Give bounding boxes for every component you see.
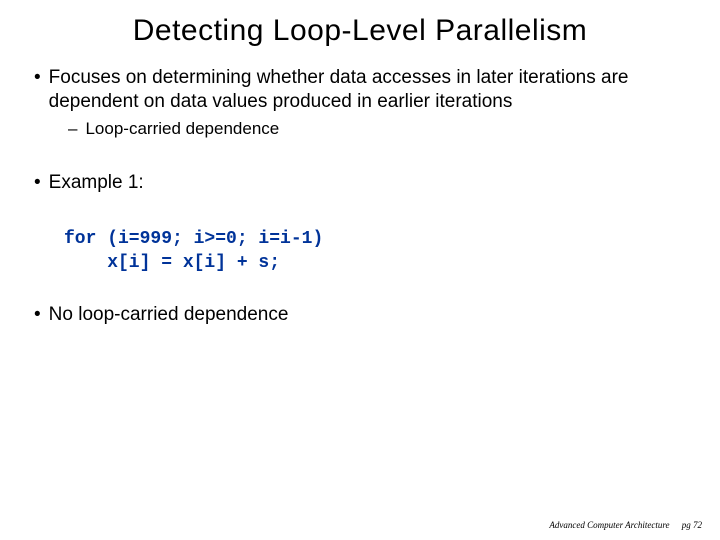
code-line: for (i=999; i>=0; i=i-1): [64, 229, 323, 249]
code-block: for (i=999; i>=0; i=i-1) x[i] = x[i] + s…: [34, 227, 690, 276]
bullet-text: Focuses on determining whether data acce…: [49, 66, 690, 114]
sub-bullet-item: – Loop-carried dependence: [34, 118, 690, 139]
bullet-dot-icon: •: [34, 303, 41, 327]
bullet-text: No loop-carried dependence: [49, 303, 690, 327]
bullet-item: • Focuses on determining whether data ac…: [34, 66, 690, 114]
footer-course: Advanced Computer Architecture: [549, 520, 669, 530]
bullet-item: • No loop-carried dependence: [34, 303, 690, 327]
slide-title: Detecting Loop-Level Parallelism: [0, 0, 720, 66]
bullet-dot-icon: •: [34, 66, 41, 90]
bullet-item: • Example 1:: [34, 171, 690, 195]
footer-page: pg 72: [682, 520, 702, 530]
bullet-text: Example 1:: [49, 171, 690, 195]
sub-bullet-text: Loop-carried dependence: [85, 118, 279, 139]
dash-icon: –: [68, 118, 77, 139]
slide-content: • Focuses on determining whether data ac…: [0, 66, 720, 327]
code-line: x[i] = x[i] + s;: [64, 253, 280, 273]
bullet-dot-icon: •: [34, 171, 41, 195]
slide-footer: Advanced Computer Architecture pg 72: [549, 520, 702, 530]
